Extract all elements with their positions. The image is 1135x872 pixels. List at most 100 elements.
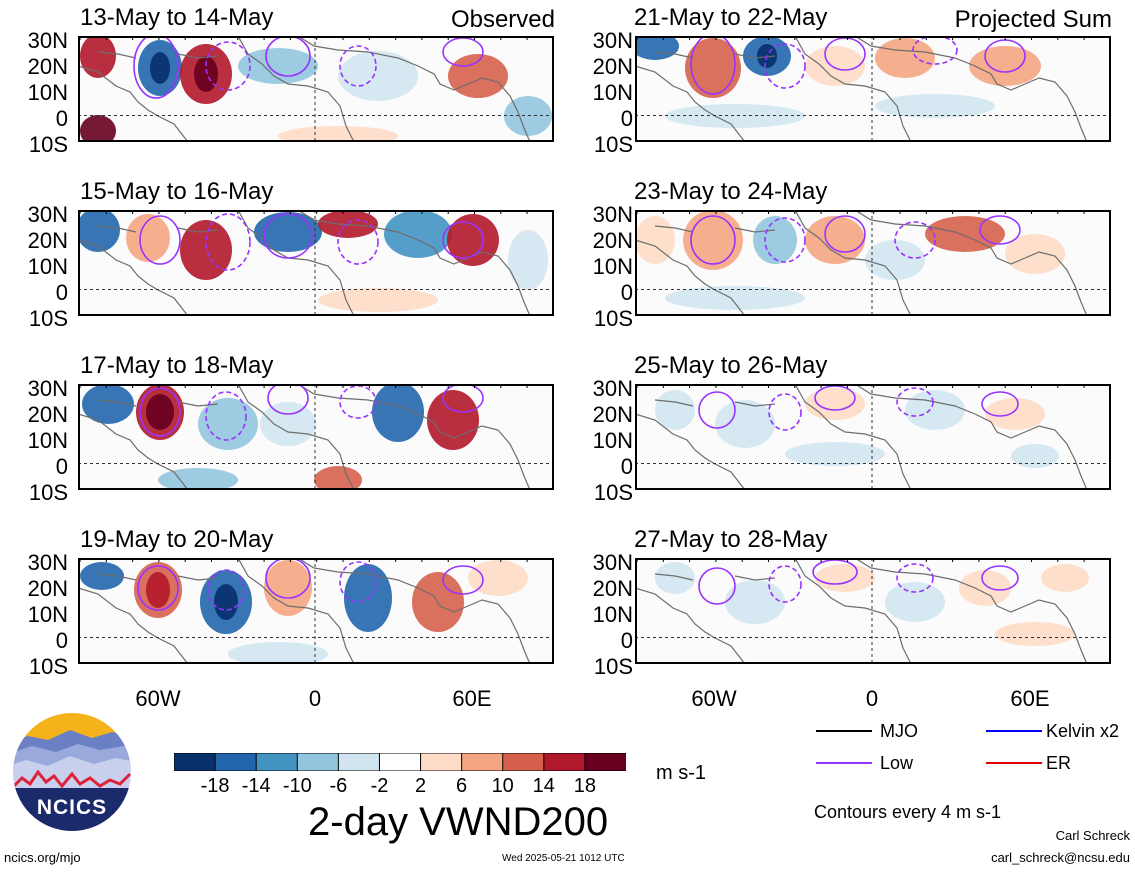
low-contour: [339, 45, 377, 87]
footer-timestamp: Wed 2025-05-21 1012 UTC: [502, 853, 625, 864]
wind-anomaly-blob: [260, 402, 316, 446]
lat-tick-label: 30N: [592, 202, 633, 227]
wind-anomaly-blob: [80, 115, 116, 142]
author-email[interactable]: carl_schreck@ncsu.edu: [991, 850, 1130, 865]
colorbar-label: -18: [200, 775, 230, 797]
panel-title: 17-May to 18-May: [80, 352, 274, 379]
colorbar-swatch: [255, 752, 299, 772]
wind-anomaly-blob: [314, 466, 362, 490]
observed-map-panel-1: [78, 36, 554, 142]
coastline: [1024, 425, 1088, 490]
map-frame: [635, 558, 1111, 664]
wind-anomaly-blob: [194, 56, 218, 92]
wind-anomaly-blob: [150, 52, 170, 84]
lat-tick-label: 20N: [27, 54, 68, 79]
lon-tick-label: 60E: [452, 686, 492, 711]
panel-title: 19-May to 20-May: [80, 526, 274, 553]
low-contour: [205, 41, 251, 91]
coastline: [854, 558, 1026, 613]
coastline: [78, 587, 189, 664]
low-contour: [912, 36, 958, 65]
low-contour: [337, 219, 379, 265]
wind-anomaly-blob: [805, 216, 865, 264]
lat-tick-label: 30N: [592, 28, 633, 53]
lat-tick-label: 30N: [592, 376, 633, 401]
legend-label: MJO: [880, 721, 918, 741]
wind-anomaly-blob: [665, 104, 805, 128]
map-frame: [78, 384, 554, 490]
colorbar-swatch: [173, 752, 217, 772]
lat-tick-label: 10S: [593, 654, 633, 679]
lat-tick-label: 20N: [27, 402, 68, 427]
wind-anomaly-blob: [683, 210, 743, 270]
lat-tick-label: 10S: [593, 480, 633, 505]
wind-anomaly-blob: [384, 210, 452, 258]
low-contour: [205, 391, 247, 441]
wind-anomaly-blob: [995, 622, 1075, 646]
wind-anomaly-blob: [214, 584, 238, 620]
coastline: [654, 573, 776, 581]
projected-map-panel-1: [635, 36, 1111, 142]
colorbar-swatch: [337, 752, 381, 772]
footer-url[interactable]: ncics.org/mjo: [4, 850, 81, 865]
low-contour: [442, 384, 484, 413]
lat-tick-label: 0: [55, 628, 68, 653]
wind-anomaly-blob: [264, 560, 312, 616]
wind-anomaly-blob: [126, 214, 170, 262]
colorbar-label: 18: [573, 775, 597, 797]
low-contour: [824, 215, 866, 253]
low-contour: [137, 565, 179, 611]
wind-anomaly-blob: [372, 384, 424, 442]
lat-tick-label: 30N: [27, 202, 68, 227]
lat-tick-label: 10S: [28, 654, 68, 679]
wind-anomaly-blob: [78, 210, 120, 252]
coastline: [97, 399, 219, 407]
wind-anomaly-blob: [447, 214, 499, 266]
legend-line-kelvin: [986, 730, 1042, 732]
wind-anomaly-blob: [278, 126, 398, 142]
observed-map-panel-4: [78, 558, 554, 664]
wind-anomaly-blob: [959, 570, 1011, 606]
legend-label: Kelvin x2: [1046, 721, 1120, 741]
low-contour: [698, 567, 736, 605]
wind-anomaly-blob: [468, 560, 528, 596]
low-contour: [139, 215, 181, 265]
wind-anomaly-blob: [80, 562, 124, 590]
colorbar-label: -6: [329, 775, 348, 797]
low-contour: [265, 36, 311, 77]
wind-anomaly-blob: [228, 642, 328, 664]
low-contour: [263, 213, 313, 259]
coastline: [297, 36, 469, 91]
coastline: [97, 225, 219, 233]
low-contour: [265, 558, 311, 599]
colorbar: [173, 752, 628, 772]
wind-anomaly-blob: [635, 216, 675, 264]
wind-anomaly-blob: [448, 54, 508, 98]
wind-anomaly-blob: [969, 46, 1041, 86]
wind-anomaly-blob: [665, 286, 805, 310]
colorbar-swatch: [461, 752, 504, 772]
coastline: [297, 384, 469, 439]
wind-anomaly-blob: [318, 288, 438, 312]
colorbar-swatch: [378, 752, 422, 772]
lat-tick-label: 10N: [592, 254, 633, 279]
lat-tick-label: 30N: [27, 376, 68, 401]
coastline: [654, 225, 776, 233]
lon-tick-label: 0: [865, 686, 879, 711]
low-contour: [690, 36, 736, 95]
low-contour: [894, 221, 936, 259]
low-contour: [690, 215, 736, 265]
low-contour: [205, 213, 251, 271]
low-contour: [139, 387, 181, 437]
lat-tick-label: 0: [620, 106, 633, 131]
variable-title: 2-day VWND200: [308, 800, 609, 844]
wind-anomaly-blob: [318, 210, 378, 238]
colorbar-swatch: [584, 752, 628, 772]
low-contour: [133, 36, 179, 99]
colorbar-label: 10: [491, 775, 514, 797]
wind-anomaly-blob: [715, 400, 775, 448]
lat-tick-label: 10N: [27, 80, 68, 105]
wind-anomaly-blob: [725, 580, 785, 624]
wind-anomaly-blob: [158, 468, 238, 490]
panel-title: 15-May to 16-May: [80, 178, 274, 205]
